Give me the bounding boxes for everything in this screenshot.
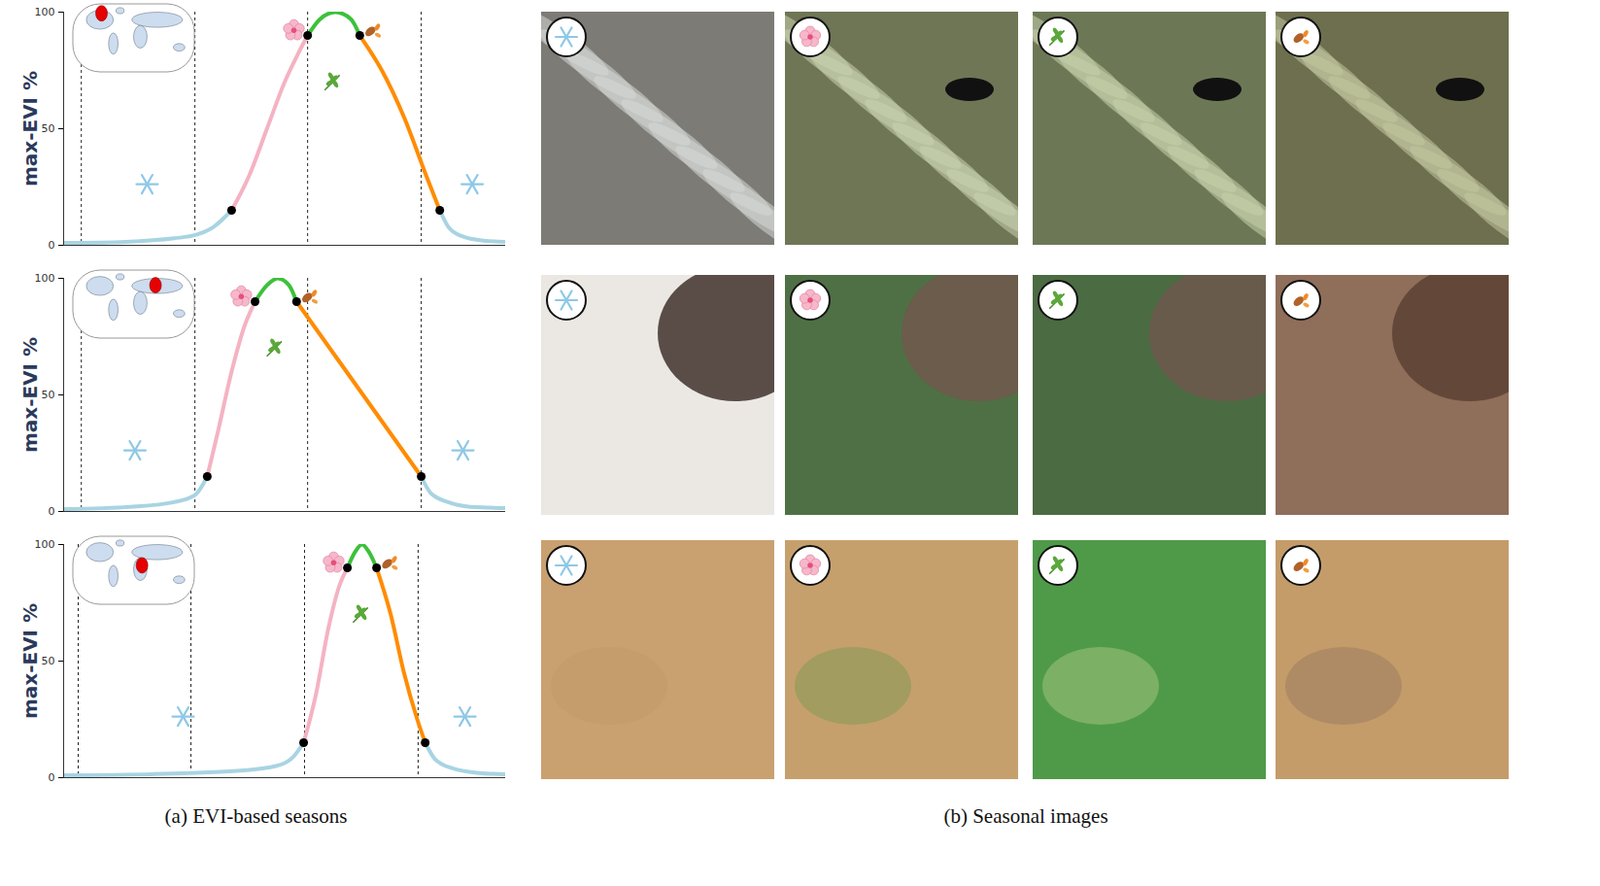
- svg-text:50: 50: [41, 122, 56, 136]
- svg-text:50: 50: [41, 388, 56, 402]
- html-text:(a) EVI-based seasons: (a) EVI-based seasons: [164, 804, 348, 828]
- svg-text:0: 0: [48, 505, 56, 518]
- svg-text:100: 100: [34, 5, 56, 19]
- svg-text:max-EVI %: max-EVI %: [18, 70, 42, 187]
- svg-text:max-EVI %: max-EVI %: [18, 337, 42, 453]
- svg-text:50: 50: [41, 654, 56, 668]
- svg-text:100: 100: [34, 538, 56, 551]
- html-text:(b) Seasonal images: (b) Seasonal images: [943, 804, 1109, 828]
- svg-text:0: 0: [48, 771, 56, 784]
- svg-text:0: 0: [48, 238, 56, 252]
- svg-text:100: 100: [34, 272, 56, 285]
- svg-text:max-EVI %: max-EVI %: [18, 603, 42, 719]
